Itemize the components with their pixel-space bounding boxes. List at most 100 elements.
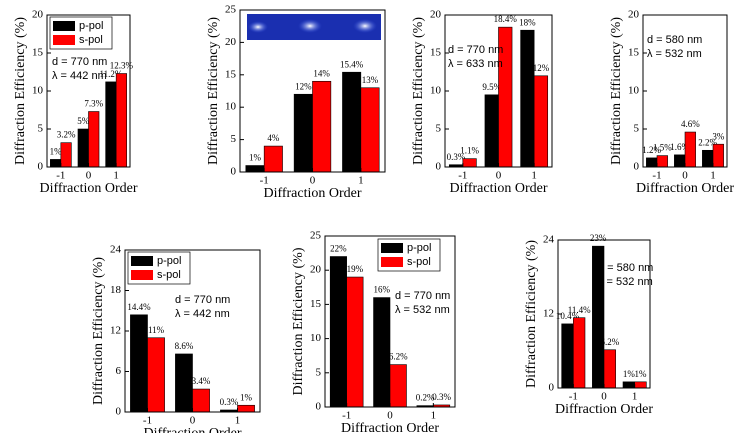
inset-spot — [298, 19, 322, 33]
x-tick-label: 0 — [496, 170, 502, 182]
x-axis-label: Diffraction Order — [263, 186, 361, 201]
value-label: 12% — [533, 63, 550, 73]
bar — [246, 166, 264, 172]
x-tick-label: -1 — [342, 410, 351, 422]
x-tick-label: 0 — [310, 175, 316, 187]
y-tick-label: 10 — [225, 101, 237, 113]
annotation: λ = 532 nm — [598, 276, 653, 288]
y-tick-label: 18 — [110, 284, 122, 296]
annotation: d = 580 nm — [647, 34, 702, 46]
bar — [330, 257, 346, 407]
y-tick-label: 10 — [32, 85, 44, 97]
bar — [193, 389, 210, 412]
bar — [148, 338, 165, 412]
inset-image — [247, 14, 381, 40]
y-axis-label: Diffraction Efficiency (%) — [206, 17, 221, 165]
value-label: 14% — [313, 68, 330, 78]
bar — [534, 76, 548, 167]
value-label: 4% — [267, 133, 280, 143]
x-tick-label: -1 — [569, 391, 578, 403]
x-axis-label: Diffraction Order — [636, 181, 734, 196]
bar — [238, 405, 255, 412]
y-tick-label: 15 — [628, 47, 640, 59]
y-tick-label: 12 — [110, 325, 121, 337]
legend-swatch — [131, 270, 153, 280]
y-tick-label: 0 — [634, 161, 640, 173]
value-label: 1% — [623, 369, 636, 379]
annotation: λ = 442 nm — [175, 308, 230, 320]
bar — [175, 354, 192, 412]
y-tick-label: 0 — [38, 161, 44, 173]
value-label: 6.2% — [600, 337, 619, 347]
annotation: d = 770 nm — [448, 44, 503, 56]
value-label: 1% — [634, 369, 647, 379]
y-tick-label: 5 — [316, 366, 322, 378]
bar — [685, 132, 696, 167]
bar — [702, 150, 713, 167]
x-tick-label: 0 — [682, 170, 688, 182]
chart-panel: 1.2%1.6%2.2%1.5%4.6%3%05101520-101Diffra… — [609, 9, 734, 197]
x-tick-label: 0 — [86, 170, 92, 182]
legend-label: s-pol — [79, 34, 103, 46]
y-tick-label: 10 — [628, 85, 640, 97]
x-tick-label: 1 — [632, 391, 638, 403]
value-label: 3.2% — [57, 130, 76, 140]
y-tick-label: 25 — [225, 4, 237, 16]
x-tick-label: 1 — [431, 410, 437, 422]
value-label: 1% — [249, 153, 262, 163]
legend-label: p-pol — [157, 255, 181, 267]
value-label: 6.2% — [389, 352, 408, 362]
value-label: 16% — [374, 285, 391, 295]
chart-panel: 22%16%0.2%19%6.2%0.3%0510152025-101Diffr… — [291, 230, 455, 433]
y-tick-label: 0 — [316, 401, 322, 413]
y-axis-label: Diffraction Efficiency (%) — [411, 17, 426, 165]
bar — [264, 146, 282, 172]
y-tick-label: 25 — [310, 230, 322, 242]
annotation: λ = 532 nm — [647, 48, 702, 60]
bar — [463, 159, 477, 167]
legend-swatch — [53, 21, 75, 31]
legend-swatch — [381, 257, 403, 267]
value-label: 1% — [50, 146, 63, 156]
value-label: 11.4% — [568, 305, 591, 315]
legend-label: p-pol — [79, 20, 103, 32]
legend-swatch — [131, 256, 153, 266]
y-tick-label: 5 — [436, 123, 442, 135]
x-tick-label: -1 — [652, 170, 661, 182]
value-label: 11% — [148, 325, 165, 335]
y-tick-label: 24 — [543, 234, 555, 246]
x-tick-label: 1 — [358, 175, 364, 187]
y-tick-label: 0 — [231, 166, 237, 178]
value-label: 13% — [362, 75, 379, 85]
legend-label: s-pol — [157, 269, 181, 281]
bar — [342, 72, 360, 172]
bar — [521, 30, 535, 167]
y-tick-label: 15 — [225, 68, 237, 80]
y-axis-label: Diffraction Efficiency (%) — [91, 257, 106, 405]
x-axis-label: Diffraction Order — [555, 402, 653, 417]
y-tick-label: 20 — [225, 36, 237, 48]
y-tick-label: 5 — [231, 133, 237, 145]
annotation: d = 770 nm — [395, 290, 450, 302]
value-label: 0.3% — [220, 397, 239, 407]
y-tick-label: 20 — [32, 9, 44, 21]
annotation: λ = 442 nm — [52, 70, 107, 82]
value-label: 7.3% — [84, 99, 103, 109]
bar — [130, 315, 147, 412]
legend-swatch — [381, 243, 403, 253]
bar — [116, 74, 127, 167]
bar — [374, 298, 390, 407]
x-tick-label: 1 — [531, 170, 537, 182]
annotation: d = 580 nm — [598, 262, 653, 274]
value-label: 14.4% — [127, 302, 151, 312]
y-tick-label: 0 — [116, 406, 122, 418]
y-axis-label: Diffraction Efficiency (%) — [13, 17, 28, 165]
y-tick-label: 24 — [110, 244, 122, 256]
annotation: d = 770 nm — [175, 294, 230, 306]
y-tick-label: 15 — [32, 47, 44, 59]
bar — [347, 277, 363, 407]
value-label: 15.4% — [340, 59, 364, 69]
y-tick-label: 0 — [549, 382, 555, 394]
